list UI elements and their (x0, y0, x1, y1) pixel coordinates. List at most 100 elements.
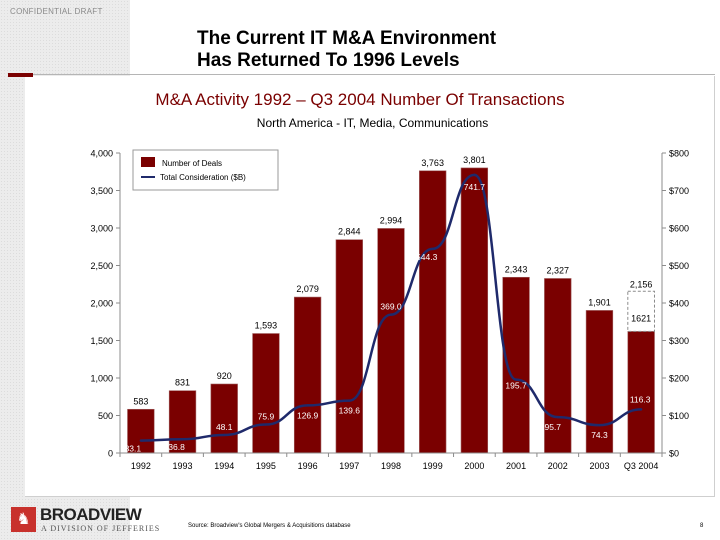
right-axis-tick-label: $500 (669, 261, 689, 271)
left-axis-tick-label: 1,000 (90, 374, 113, 384)
legend: Number of Deals Total Consideration ($B) (132, 149, 279, 191)
line-value-label: 48.1 (216, 422, 233, 432)
right-axis-tick-label: $200 (669, 374, 689, 384)
projection-box (627, 290, 655, 332)
line-value-label: 139.6 (339, 406, 361, 416)
line-value-label: 369.0 (380, 302, 402, 312)
left-axis-tick-label: 3,000 (90, 224, 113, 234)
deal-count-bar (460, 167, 489, 454)
left-axis-tick-label: 0 (108, 449, 113, 459)
chart-subtitle: North America - IT, Media, Communication… (256, 116, 489, 130)
bar-value-label: 2,343 (505, 264, 528, 274)
x-axis-tick-label: 2003 (589, 461, 609, 471)
right-axis-tick-label: $100 (669, 411, 689, 421)
bar-value-label: 1,593 (255, 321, 278, 331)
lion-crest-icon: ♞ (11, 507, 36, 532)
bar-value-label: 831 (175, 378, 190, 388)
page-title-line1: The Current IT M&A Environment (197, 28, 497, 49)
line-value-label: 126.9 (297, 410, 319, 420)
bar-value-label: 2,994 (380, 215, 403, 225)
consideration-point (389, 313, 393, 316)
right-axis: $0 $100 $200 $300 $400 $500 $600 $700 $800 (661, 149, 689, 459)
consideration-point (598, 423, 601, 427)
deal-count-bar (627, 331, 655, 454)
right-axis-tick-label: $300 (669, 336, 689, 346)
consideration-line-path (140, 173, 642, 442)
legend-bar-swatch (141, 157, 155, 167)
x-axis-tick-label: 2001 (506, 461, 526, 471)
confidential-label: CONFIDENTIAL DRAFT (10, 7, 103, 16)
page-number: 8 (700, 523, 704, 529)
deal-count-bar (210, 383, 238, 454)
logo-name: BROADVIEW (40, 505, 142, 524)
bar-value-label: 920 (217, 371, 232, 381)
deal-count-bar (419, 170, 447, 454)
left-axis: 0 500 1,000 1,500 2,000 2,500 3,000 3,500 4,000 (90, 149, 121, 459)
line-value-label: 195.7 (505, 381, 527, 391)
line-value-label: 36.8 (168, 442, 185, 452)
legend-label-deals: Number of Deals (162, 159, 222, 168)
x-axis-tick-label: 1992 (131, 461, 151, 471)
line-value-label: 95.7 (544, 422, 561, 432)
right-axis-tick-label: $800 (669, 149, 689, 159)
deal-count-bar (293, 296, 322, 454)
bar-value-label: 2,079 (296, 284, 319, 294)
line-value-label: 33.1 (125, 444, 142, 454)
projection-label: 2,156 (630, 279, 653, 289)
deal-count-bar (252, 333, 280, 454)
bars (127, 167, 655, 454)
bar-value-label: 2,327 (547, 265, 570, 275)
left-axis-tick-label: 500 (98, 411, 113, 421)
page-title-line2: Has Returned To 1996 Levels (197, 50, 460, 71)
consideration-point (431, 247, 434, 251)
line-value-label: 74.3 (591, 430, 608, 440)
consideration-point (223, 433, 226, 437)
x-axis-tick-label: 1996 (298, 461, 318, 471)
left-axis-tick-label: 2,000 (90, 299, 113, 309)
consideration-point (473, 173, 476, 177)
left-axis-tick-label: 3,500 (90, 186, 113, 196)
bar-value-label: 1621 (631, 313, 651, 323)
x-axis-tick-label: 1998 (381, 461, 401, 471)
left-axis-tick-label: 4,000 (90, 149, 113, 159)
x-axis-tick-label: 2000 (464, 461, 484, 471)
x-axis-tick-label: 1995 (256, 461, 276, 471)
line-value-label: 75.9 (258, 412, 275, 422)
right-axis-tick-label: $600 (669, 224, 689, 234)
bar-value-label: 3,763 (421, 158, 444, 168)
deal-count-bar (335, 239, 363, 454)
consideration-point (639, 408, 643, 411)
deal-count-bar (168, 390, 197, 454)
source-note: Source: Broadview's Global Mergers & Acq… (188, 523, 351, 529)
consideration-point (139, 439, 143, 442)
x-axis: 1992 1993 1994 1995 1996 1997 1998 1999 2000 2001… (119, 452, 663, 471)
x-axis-tick-label: 1994 (214, 461, 234, 471)
x-axis-tick-label: 2002 (548, 461, 568, 471)
bar-value-label: 3,801 (463, 155, 486, 165)
consideration-point (348, 399, 351, 402)
legend-label-consideration: Total Consideration ($B) (160, 173, 246, 182)
bar-value-label: 1,901 (588, 297, 611, 307)
left-axis-tick-label: 1,500 (90, 336, 113, 346)
legend-box (132, 149, 279, 191)
bar-value-label: 2,844 (338, 227, 361, 237)
consideration-point (514, 378, 518, 381)
deal-count-bar (544, 278, 572, 454)
line-value-label: 544.3 (416, 252, 438, 262)
bar-value-label: 583 (133, 396, 148, 406)
right-axis-tick-label: $0 (669, 449, 679, 459)
title-accent-bar (8, 73, 33, 77)
right-axis-tick-label: $700 (669, 186, 689, 196)
consideration-point (181, 438, 184, 441)
consideration-line (139, 173, 643, 442)
deal-count-bar (585, 310, 614, 454)
logo-subtitle: A DIVISION OF JEFFERIES (41, 524, 161, 533)
data-labels: 2,156 583 831 920 1,593 2,079 2,844 2,994 3,763 3… (125, 155, 653, 454)
title-divider (25, 74, 715, 75)
consideration-point (556, 415, 559, 419)
x-axis-tick-label: 1993 (173, 461, 193, 471)
left-axis-tick-label: 2,500 (90, 261, 113, 271)
chart-title: M&A Activity 1992 – Q3 2004 Number Of Tr… (155, 90, 565, 109)
x-axis-tick-label: Q3 2004 (624, 461, 659, 471)
consideration-point (306, 404, 309, 407)
